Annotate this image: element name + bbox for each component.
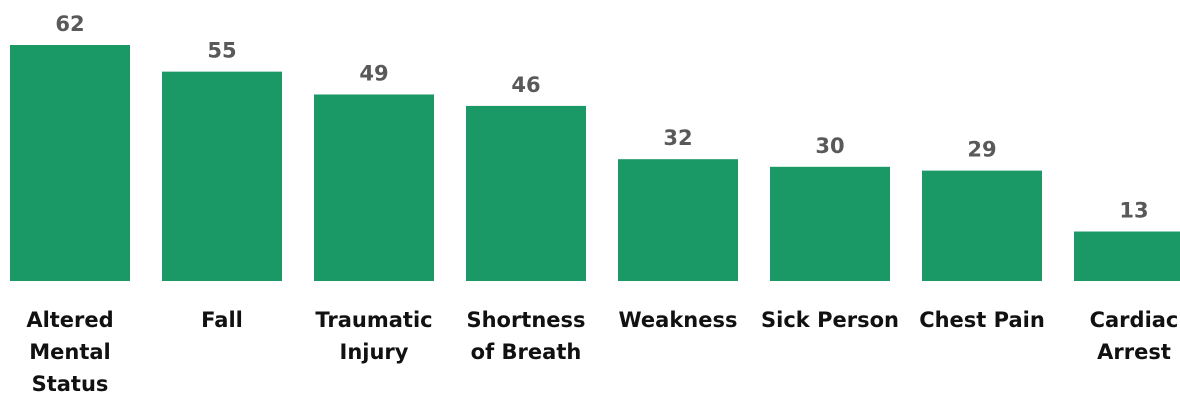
- x-tick-label: Altered Mental Status: [26, 308, 114, 396]
- value-label: 55: [207, 39, 236, 63]
- value-label: 13: [1119, 199, 1148, 223]
- bar: [162, 71, 282, 281]
- value-label: 49: [359, 61, 388, 85]
- bar: [1074, 231, 1180, 281]
- value-label: 29: [967, 138, 996, 162]
- value-label: 62: [55, 12, 84, 36]
- bar: [10, 45, 130, 281]
- value-label: 30: [815, 134, 844, 158]
- bar: [314, 94, 434, 281]
- bar: [770, 166, 890, 281]
- x-tick-label: Traumatic Injury: [315, 308, 433, 364]
- x-tick-label: Chest Pain: [919, 308, 1045, 332]
- x-tick-label: Weakness: [618, 308, 738, 332]
- x-tick-label: Sick Person: [761, 308, 899, 332]
- bar: [466, 105, 586, 281]
- value-label: 32: [663, 126, 692, 150]
- bar: [922, 170, 1042, 281]
- bar: [618, 159, 738, 281]
- x-tick-label: Fall: [201, 308, 243, 332]
- x-tick-label: Shortness of Breath: [466, 308, 586, 364]
- x-tick-label: Cardiac Arrest: [1089, 308, 1179, 364]
- value-label: 46: [511, 73, 540, 97]
